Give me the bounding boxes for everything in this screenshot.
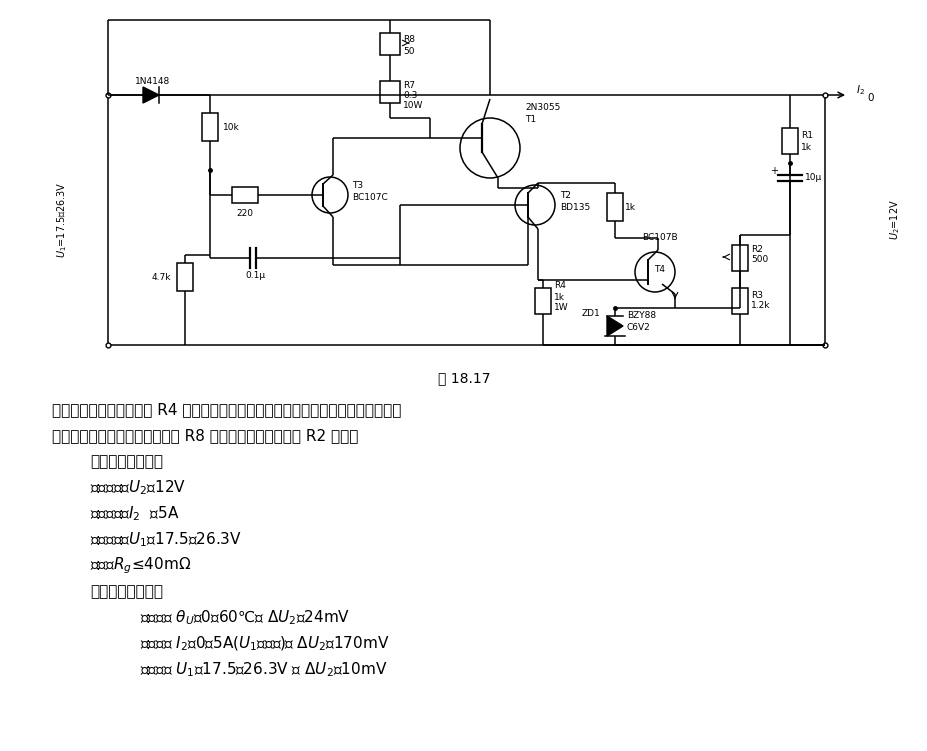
Text: 输入电压：$U_1$＝17.5～26.3V: 输入电压：$U_1$＝17.5～26.3V: [90, 531, 242, 549]
Text: 1W: 1W: [553, 303, 568, 312]
Text: 1.2k: 1.2k: [750, 301, 769, 310]
Polygon shape: [606, 316, 622, 336]
Text: BZY88: BZY88: [627, 312, 655, 321]
Text: +: +: [769, 166, 777, 176]
Text: T1: T1: [525, 114, 536, 123]
Text: 0.3: 0.3: [402, 91, 417, 99]
Text: BC107B: BC107B: [641, 233, 677, 242]
Text: R3: R3: [750, 291, 762, 300]
Text: $U_2$=12V: $U_2$=12V: [887, 200, 901, 240]
Text: 10k: 10k: [222, 122, 239, 131]
Polygon shape: [143, 87, 159, 103]
Text: T3: T3: [351, 180, 362, 189]
Text: 220: 220: [236, 209, 253, 218]
Text: T4: T4: [654, 266, 665, 275]
Text: R7: R7: [402, 80, 414, 89]
Text: 0.1μ: 0.1μ: [245, 272, 265, 281]
Text: 输出电流：$I_2$  ＝5A: 输出电流：$I_2$ ＝5A: [90, 505, 180, 523]
Text: $U_1$=17.5～26.3V: $U_1$=17.5～26.3V: [55, 182, 69, 258]
Text: 1k: 1k: [800, 143, 811, 152]
Bar: [606, 193, 622, 221]
Bar: [177, 263, 193, 291]
Text: 输出电压：$U_2$＝12V: 输出电压：$U_2$＝12V: [90, 478, 186, 497]
Text: C6V2: C6V2: [627, 324, 650, 333]
Text: 50: 50: [402, 47, 414, 56]
Text: R2: R2: [750, 245, 762, 254]
Text: 500: 500: [750, 255, 768, 264]
Text: 输入电压 $U_1$＝17.5～26.3V 时 $\Delta U_2$＝10mV: 输入电压 $U_1$＝17.5～26.3V 时 $\Delta U_2$＝10m…: [140, 661, 387, 680]
Text: 图 18.17: 图 18.17: [438, 371, 489, 385]
Bar: [379, 81, 400, 103]
Text: 在该电路中除了通过电阻 R4 限制电流峰值为某一定值外，尚通过二极管限制输出的: 在该电路中除了通过电阻 R4 限制电流峰值为某一定值外，尚通过二极管限制输出的: [52, 403, 401, 418]
Bar: [232, 187, 258, 203]
Text: ZD1: ZD1: [580, 309, 600, 318]
Text: R1: R1: [800, 131, 812, 140]
Bar: [731, 288, 747, 314]
Text: 0: 0: [866, 93, 872, 103]
Bar: [781, 128, 797, 154]
Text: 10W: 10W: [402, 101, 423, 110]
Text: 输出电流 $I_2$＝0～5A($U_1$＝常数)时 $\Delta U_2$＝170mV: 输出电流 $I_2$＝0～5A($U_1$＝常数)时 $\Delta U_2$＝…: [140, 635, 389, 653]
Text: 4.7k: 4.7k: [151, 273, 171, 282]
Bar: [202, 113, 218, 141]
Text: T2: T2: [559, 191, 570, 200]
Bar: [535, 288, 551, 314]
Text: BC107C: BC107C: [351, 192, 387, 201]
Text: 10μ: 10μ: [804, 173, 821, 182]
Text: 环境温度 $\theta_U$＝0～60℃时 $\Delta U_2$＝24mV: 环境温度 $\theta_U$＝0～60℃时 $\Delta U_2$＝24mV: [140, 608, 349, 627]
Text: R8: R8: [402, 35, 414, 44]
Text: 直流电流值。前者也可由电位器 R8 调节，后者可由电位器 R2 调节。: 直流电流值。前者也可由电位器 R8 调节，后者可由电位器 R2 调节。: [52, 429, 358, 444]
Text: 输出电压变化量：: 输出电压变化量：: [90, 584, 163, 599]
Text: 2N3055: 2N3055: [525, 102, 560, 111]
Bar: [379, 33, 400, 55]
Text: 1k: 1k: [553, 292, 565, 301]
Text: R4: R4: [553, 282, 565, 291]
Text: 1k: 1k: [624, 203, 635, 212]
Text: 1N4148: 1N4148: [135, 77, 171, 86]
Text: 内阻：$R_g$≤40mΩ: 内阻：$R_g$≤40mΩ: [90, 556, 191, 576]
Text: $I_2$: $I_2$: [855, 83, 864, 97]
Text: 该电路技术数据：: 该电路技术数据：: [90, 454, 163, 469]
Text: BD135: BD135: [559, 203, 590, 212]
Bar: [731, 245, 747, 271]
